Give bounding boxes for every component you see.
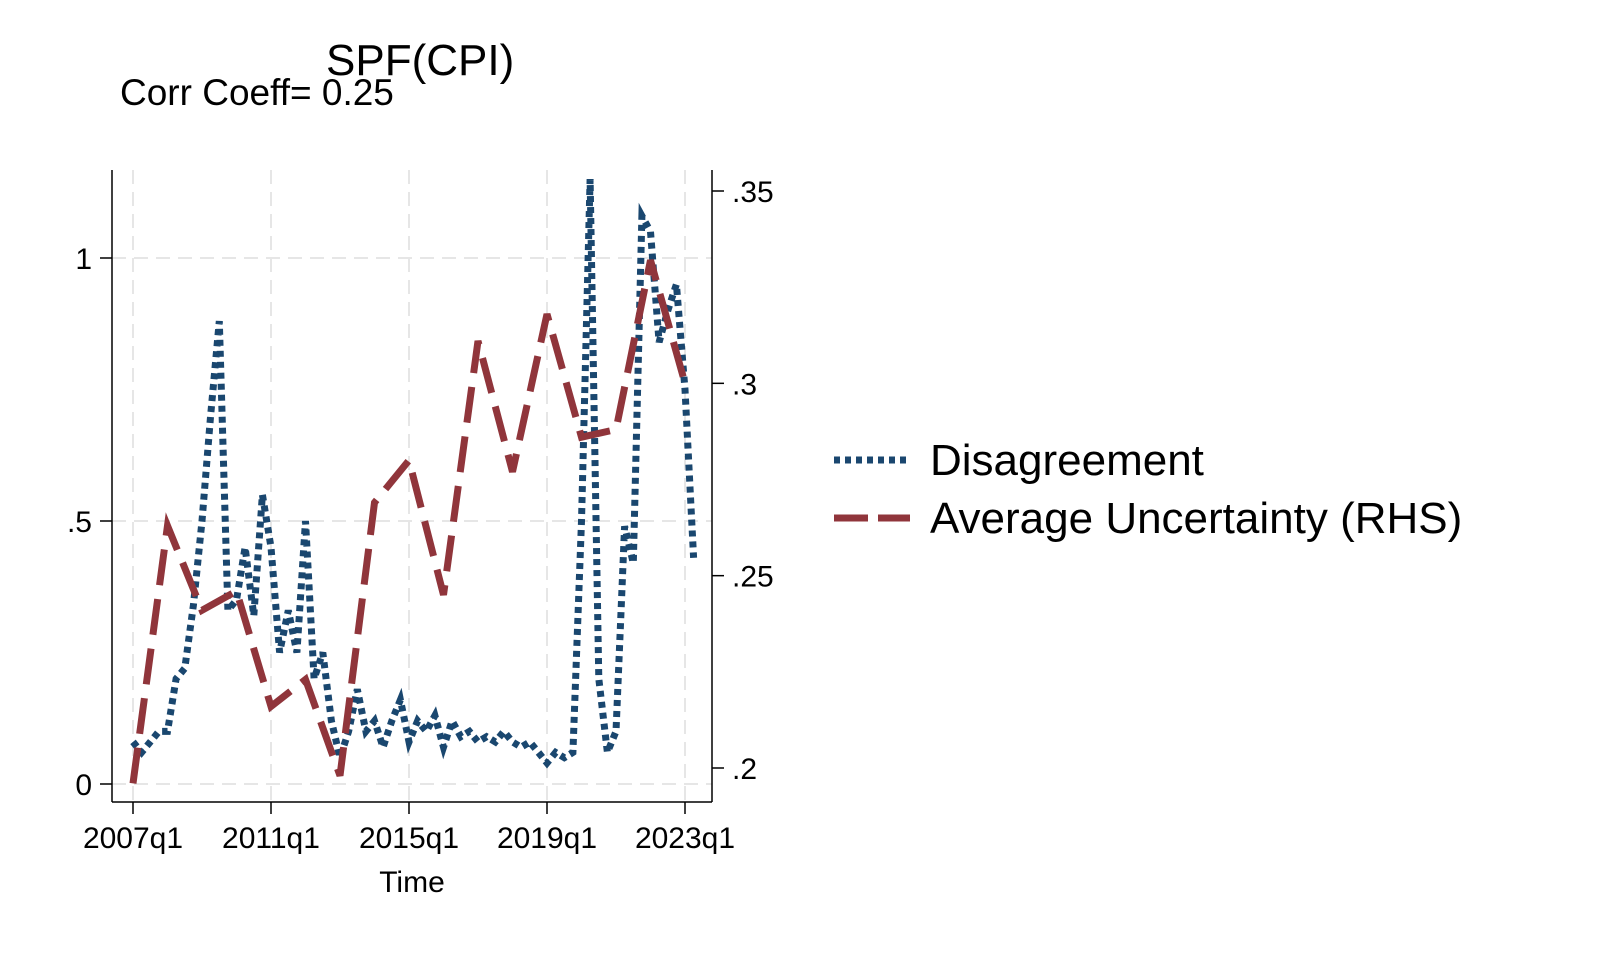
grid-lines <box>112 170 712 802</box>
x-tick-label: 2011q1 <box>222 822 320 855</box>
x-axis-title: Time <box>379 866 445 899</box>
series-lines <box>129 179 698 784</box>
y-left-tick-label: 1 <box>75 243 92 276</box>
y-left-tick-label: 0 <box>75 769 92 802</box>
legend-label: Disagreement <box>930 436 1204 485</box>
x-tick-label: 2019q1 <box>497 822 597 855</box>
x-tick-label: 2007q1 <box>83 822 183 855</box>
y-right-tick-label: .35 <box>732 176 774 209</box>
y-left-tick-label: .5 <box>67 506 92 539</box>
legend: Disagreement Average Uncertainty (RHS) <box>834 436 1462 543</box>
y-right-tick-label: .2 <box>732 753 757 786</box>
y-right-tick-label: .25 <box>732 561 774 594</box>
legend-label: Average Uncertainty (RHS) <box>930 494 1462 543</box>
chart-subtitle: Corr Coeff= 0.25 <box>120 72 394 113</box>
axes: 2007q1 2011q1 2015q1 2019q1 2023q1 0 .5 1 .2 .25.… <box>67 170 774 899</box>
y-right-tick-label: .3 <box>732 368 757 401</box>
x-tick-label: 2023q1 <box>635 822 735 855</box>
disagreement-line <box>130 179 698 771</box>
chart-title: SPF(CPI) <box>326 36 515 85</box>
x-tick-label: 2015q1 <box>359 822 459 855</box>
average-uncertainty-line <box>129 259 689 784</box>
